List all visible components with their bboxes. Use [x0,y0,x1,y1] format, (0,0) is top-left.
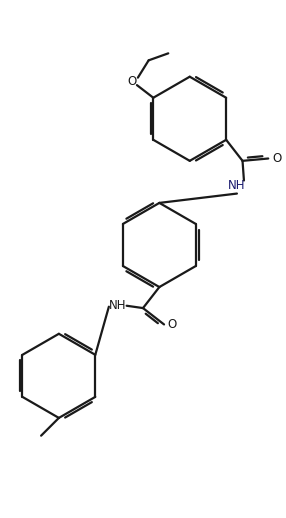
Text: NH: NH [109,299,126,312]
Text: NH: NH [228,179,246,192]
Text: O: O [272,152,281,165]
Text: O: O [168,318,177,331]
Text: O: O [128,75,137,88]
